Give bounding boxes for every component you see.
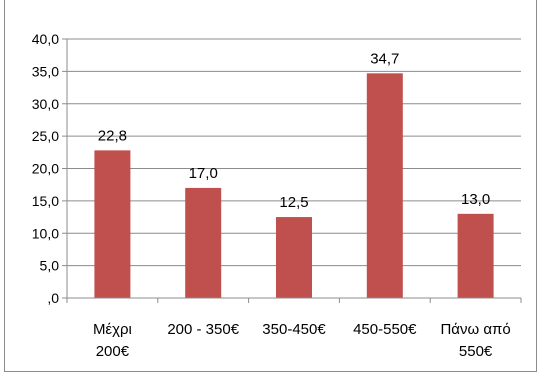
x-tick-label: 450-550€ bbox=[353, 321, 417, 338]
y-tick-label: 40,0 bbox=[32, 31, 59, 47]
x-tick-labels: Μέχρι 200€ 200 - 350€ 350-450€ 450-550€ Πάνω … bbox=[93, 321, 511, 360]
x-tick-label: 200€ bbox=[96, 343, 130, 360]
data-labels: 22,8 17,0 12,5 34,7 13,0 bbox=[98, 50, 490, 211]
bar bbox=[457, 213, 494, 298]
data-label: 22,8 bbox=[98, 127, 127, 144]
x-tick-label: 200 - 350€ bbox=[167, 321, 239, 338]
y-tick-label: 15,0 bbox=[32, 193, 59, 209]
y-tick-label: 25,0 bbox=[32, 128, 59, 144]
bar bbox=[185, 187, 222, 298]
data-label: 34,7 bbox=[370, 50, 399, 67]
axes bbox=[62, 38, 522, 303]
y-tick-label: 20,0 bbox=[32, 161, 59, 177]
bar bbox=[94, 150, 131, 298]
x-tick-label: Πάνω από bbox=[440, 321, 510, 338]
x-tick-label: 550€ bbox=[459, 343, 493, 360]
chart-frame bbox=[4, 0, 537, 372]
y-tick-labels: ,0 5,0 10,0 15,0 20,0 25,0 30,0 35,0 40,0 bbox=[32, 31, 59, 306]
data-label: 12,5 bbox=[279, 194, 308, 211]
data-label: 17,0 bbox=[189, 165, 218, 182]
bar bbox=[366, 73, 403, 298]
x-tick-label: 350-450€ bbox=[262, 321, 326, 338]
y-tick-label: 5,0 bbox=[40, 258, 60, 274]
bar bbox=[276, 217, 312, 298]
x-tick-label: Μέχρι bbox=[93, 321, 132, 338]
bars bbox=[94, 73, 494, 298]
y-tick-label: ,0 bbox=[47, 290, 59, 306]
y-tick-label: 10,0 bbox=[32, 225, 59, 241]
y-tick-label: 35,0 bbox=[32, 63, 59, 79]
y-tick-label: 30,0 bbox=[32, 96, 59, 112]
data-label: 13,0 bbox=[461, 191, 490, 208]
